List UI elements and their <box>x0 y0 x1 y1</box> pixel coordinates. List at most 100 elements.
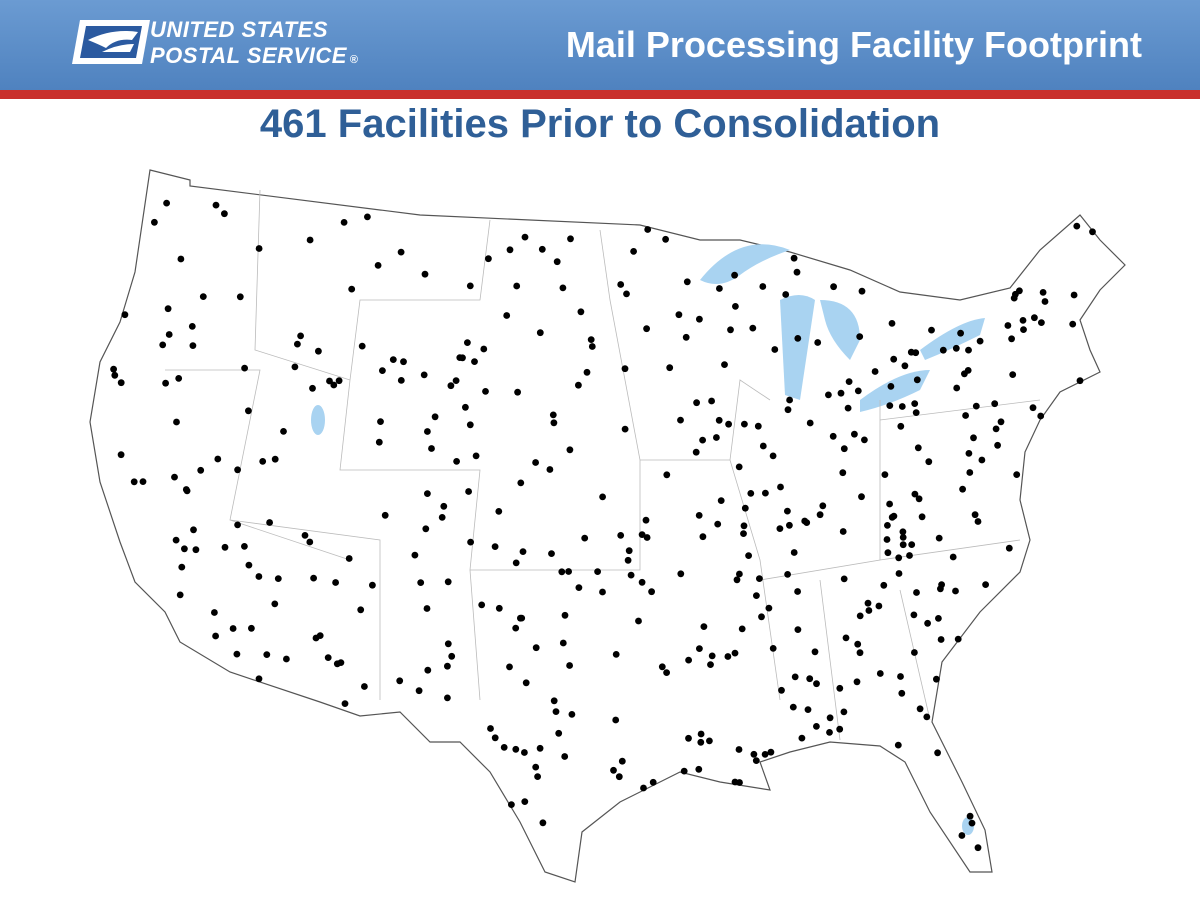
facility-dot <box>369 581 376 589</box>
facility-dot <box>117 451 125 459</box>
facility-dot <box>907 348 915 356</box>
facility-dot <box>121 311 129 319</box>
facility-dot <box>183 487 191 495</box>
facility-dot <box>721 361 728 368</box>
facility-dot <box>364 213 371 221</box>
facility-dot <box>424 428 431 435</box>
facility-dot <box>933 675 940 683</box>
facility-dot <box>754 422 762 430</box>
facility-dot <box>181 545 188 553</box>
facility-dot <box>566 662 573 669</box>
facility-dot <box>610 766 617 774</box>
logo-text: UNITED STATES <box>150 17 329 42</box>
facility-dot <box>804 706 812 713</box>
facility-dot <box>335 377 343 385</box>
facility-dot <box>283 655 290 663</box>
facility-dot <box>648 588 655 596</box>
facility-dot <box>925 458 933 466</box>
facility-dot <box>624 556 632 564</box>
facility-dot <box>480 345 488 353</box>
facility-dot <box>417 579 425 586</box>
logo-text: POSTAL SERVICE <box>150 43 347 68</box>
facility-dot <box>736 570 743 578</box>
facility-dot <box>259 458 267 465</box>
facility-dot <box>241 364 249 372</box>
facility-dot <box>117 379 125 387</box>
facility-dot <box>806 675 814 683</box>
logo-text: POSTAL SERVICE ® <box>150 43 359 69</box>
facility-dot <box>803 519 811 526</box>
facility-dot <box>765 604 773 612</box>
facility-dot <box>693 399 700 407</box>
facility-dot <box>836 725 844 733</box>
facility-dot <box>621 425 629 433</box>
facility-dot <box>312 634 320 642</box>
facility-dot <box>853 678 861 686</box>
header-stripe <box>0 90 1200 99</box>
facility-dot <box>813 723 820 730</box>
facility-dot <box>532 644 540 652</box>
facility-dot <box>514 388 521 396</box>
facility-dot <box>784 571 791 578</box>
facility-dot <box>970 434 977 442</box>
facility-dot <box>793 268 801 276</box>
facility-dot <box>512 624 520 632</box>
facility-dot <box>928 326 935 334</box>
facility-dot <box>845 378 853 385</box>
facility-dot <box>952 344 960 352</box>
facility-dot <box>708 652 716 660</box>
facility-dot <box>453 458 460 465</box>
facility-dot <box>211 609 218 616</box>
facility-dot <box>756 575 763 582</box>
facility-dot <box>594 568 601 575</box>
facility-dot <box>236 293 244 301</box>
facility-dot <box>699 533 707 541</box>
facility-dot <box>396 677 404 685</box>
facility-dot <box>548 550 555 557</box>
facility-dot <box>915 495 923 503</box>
facility-dot <box>935 534 943 542</box>
facility-dot <box>532 459 539 466</box>
facility-dot <box>568 711 576 718</box>
facility-dot <box>830 283 837 291</box>
facility-dot <box>1038 319 1045 326</box>
facility-dot <box>825 391 832 399</box>
facility-dot <box>162 379 170 387</box>
facility-dot <box>1008 335 1015 343</box>
facility-dot <box>615 773 623 781</box>
facility-dot <box>627 571 635 579</box>
facility-dot <box>696 645 703 652</box>
facility-dot <box>887 383 895 390</box>
facility-dot <box>337 659 345 666</box>
facility-dot <box>438 514 446 521</box>
facility-dot <box>738 625 746 633</box>
us-outline <box>89 169 1126 883</box>
facility-dot <box>844 404 852 412</box>
facility-dot <box>301 532 309 539</box>
facility-dot <box>465 488 472 495</box>
facility-dot <box>700 623 708 630</box>
facility-dot <box>130 478 138 486</box>
facility-dot <box>558 568 566 576</box>
facility-dot <box>176 591 184 599</box>
facility-dot <box>241 543 248 550</box>
facility-dot <box>706 737 713 745</box>
facility-dot <box>752 757 760 764</box>
facility-dot <box>758 613 765 621</box>
facility-dot <box>899 528 907 536</box>
facility-dot <box>310 574 317 582</box>
facility-dot <box>640 784 647 792</box>
facility-dot <box>513 282 521 290</box>
facility-dot <box>937 636 945 643</box>
facility-dot <box>111 371 119 379</box>
facility-dot <box>897 673 904 680</box>
facility-dot <box>521 233 529 241</box>
facility-dot <box>521 749 528 756</box>
facility-dot <box>714 520 722 528</box>
facility-dot <box>918 513 926 521</box>
facility-dot <box>581 534 589 542</box>
facility-dot <box>663 669 670 676</box>
facility-dot <box>782 291 790 298</box>
facility-dot <box>177 255 185 263</box>
